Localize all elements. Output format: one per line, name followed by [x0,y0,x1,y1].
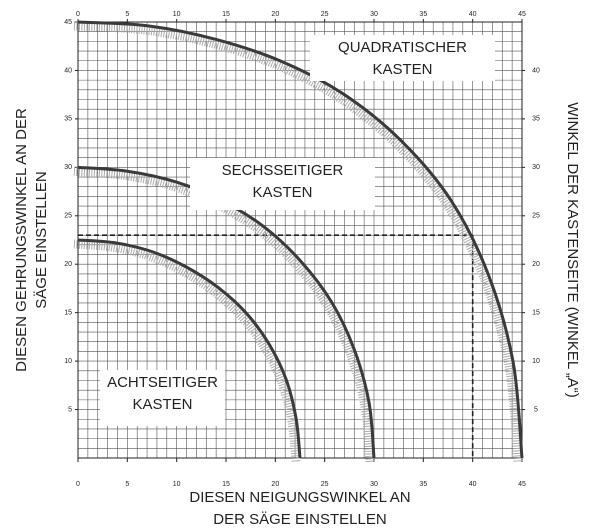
y-axis-label-line: DIESEN GEHRUNGSWINKEL AN DER [13,108,30,372]
x2-tick-label: 10 [173,11,181,18]
y2-tick-label: 25 [532,213,540,220]
x-tick-label: 35 [419,481,427,488]
curve [77,238,302,459]
x-tick-label: 10 [173,481,181,488]
label-box [190,158,375,210]
label-box [310,35,495,81]
y2-tick-label: 30 [532,164,540,171]
y-axis-label: DIESEN GEHRUNGSWINKEL AN DER SÄGE EINSTE… [13,108,50,372]
curve [77,20,524,459]
y-tick-label: 10 [64,358,72,365]
y-tick-label: 45 [64,19,72,26]
x2-tick-label: 45 [518,11,526,18]
curve-hatch [73,239,301,463]
x-tick-label: 5 [125,481,129,488]
x2-tick-label: 35 [419,11,427,18]
series-label: QUADRATISCHER [338,39,467,56]
x-axis-label-line: DIESEN NEIGUNGSWINKEL AN [189,489,410,506]
x-tick-label: 30 [370,481,378,488]
y-axis-label-line: SÄGE EINSTELLEN [33,171,50,309]
x2-tick-label: 30 [370,11,378,18]
x2-tick-label: 0 [76,11,80,18]
label-box [100,370,225,426]
x-tick-label: 15 [222,481,230,488]
y-tick-label: 40 [64,67,72,74]
x-tick-label: 40 [469,481,477,488]
x2-tick-label: 20 [271,11,279,18]
curve [77,165,376,459]
y-tick-label: 35 [64,116,72,123]
y2-tick-label: 35 [532,116,540,123]
x-axis-label-line: DER SÄGE EINSTELLEN [213,511,386,528]
y-tick-label: 25 [64,213,72,220]
y2-tick-label: 20 [532,261,540,268]
y2-tick-label: 10 [532,358,540,365]
series-label: KASTEN [372,61,432,78]
x-tick-label: 0 [76,481,80,488]
y2-axis-label: WINKEL DER KASTENSEITE (WINKEL „A“) [564,102,581,398]
x-tick-label: 45 [518,481,526,488]
y-tick-label: 15 [64,310,72,317]
series-label: KASTEN [132,396,192,413]
y-tick-label: 30 [64,164,72,171]
y2-tick-label: 15 [532,310,540,317]
curve-hatch [73,21,523,463]
y-tick-label: 5 [68,406,72,413]
x2-tick-label: 5 [125,11,129,18]
x-tick-label: 25 [321,481,329,488]
series-label: KASTEN [252,184,312,201]
y-tick-label: 20 [64,261,72,268]
curve-hatch [73,166,375,463]
x2-tick-label: 25 [321,11,329,18]
x2-tick-label: 15 [222,11,230,18]
series-label: SECHSSEITIGER [222,162,344,179]
y2-tick-label: 5 [534,406,538,413]
series-label: ACHTSEITIGER [107,374,218,391]
x-tick-label: 20 [271,481,279,488]
x2-tick-label: 40 [469,11,477,18]
y2-tick-label: 40 [532,67,540,74]
